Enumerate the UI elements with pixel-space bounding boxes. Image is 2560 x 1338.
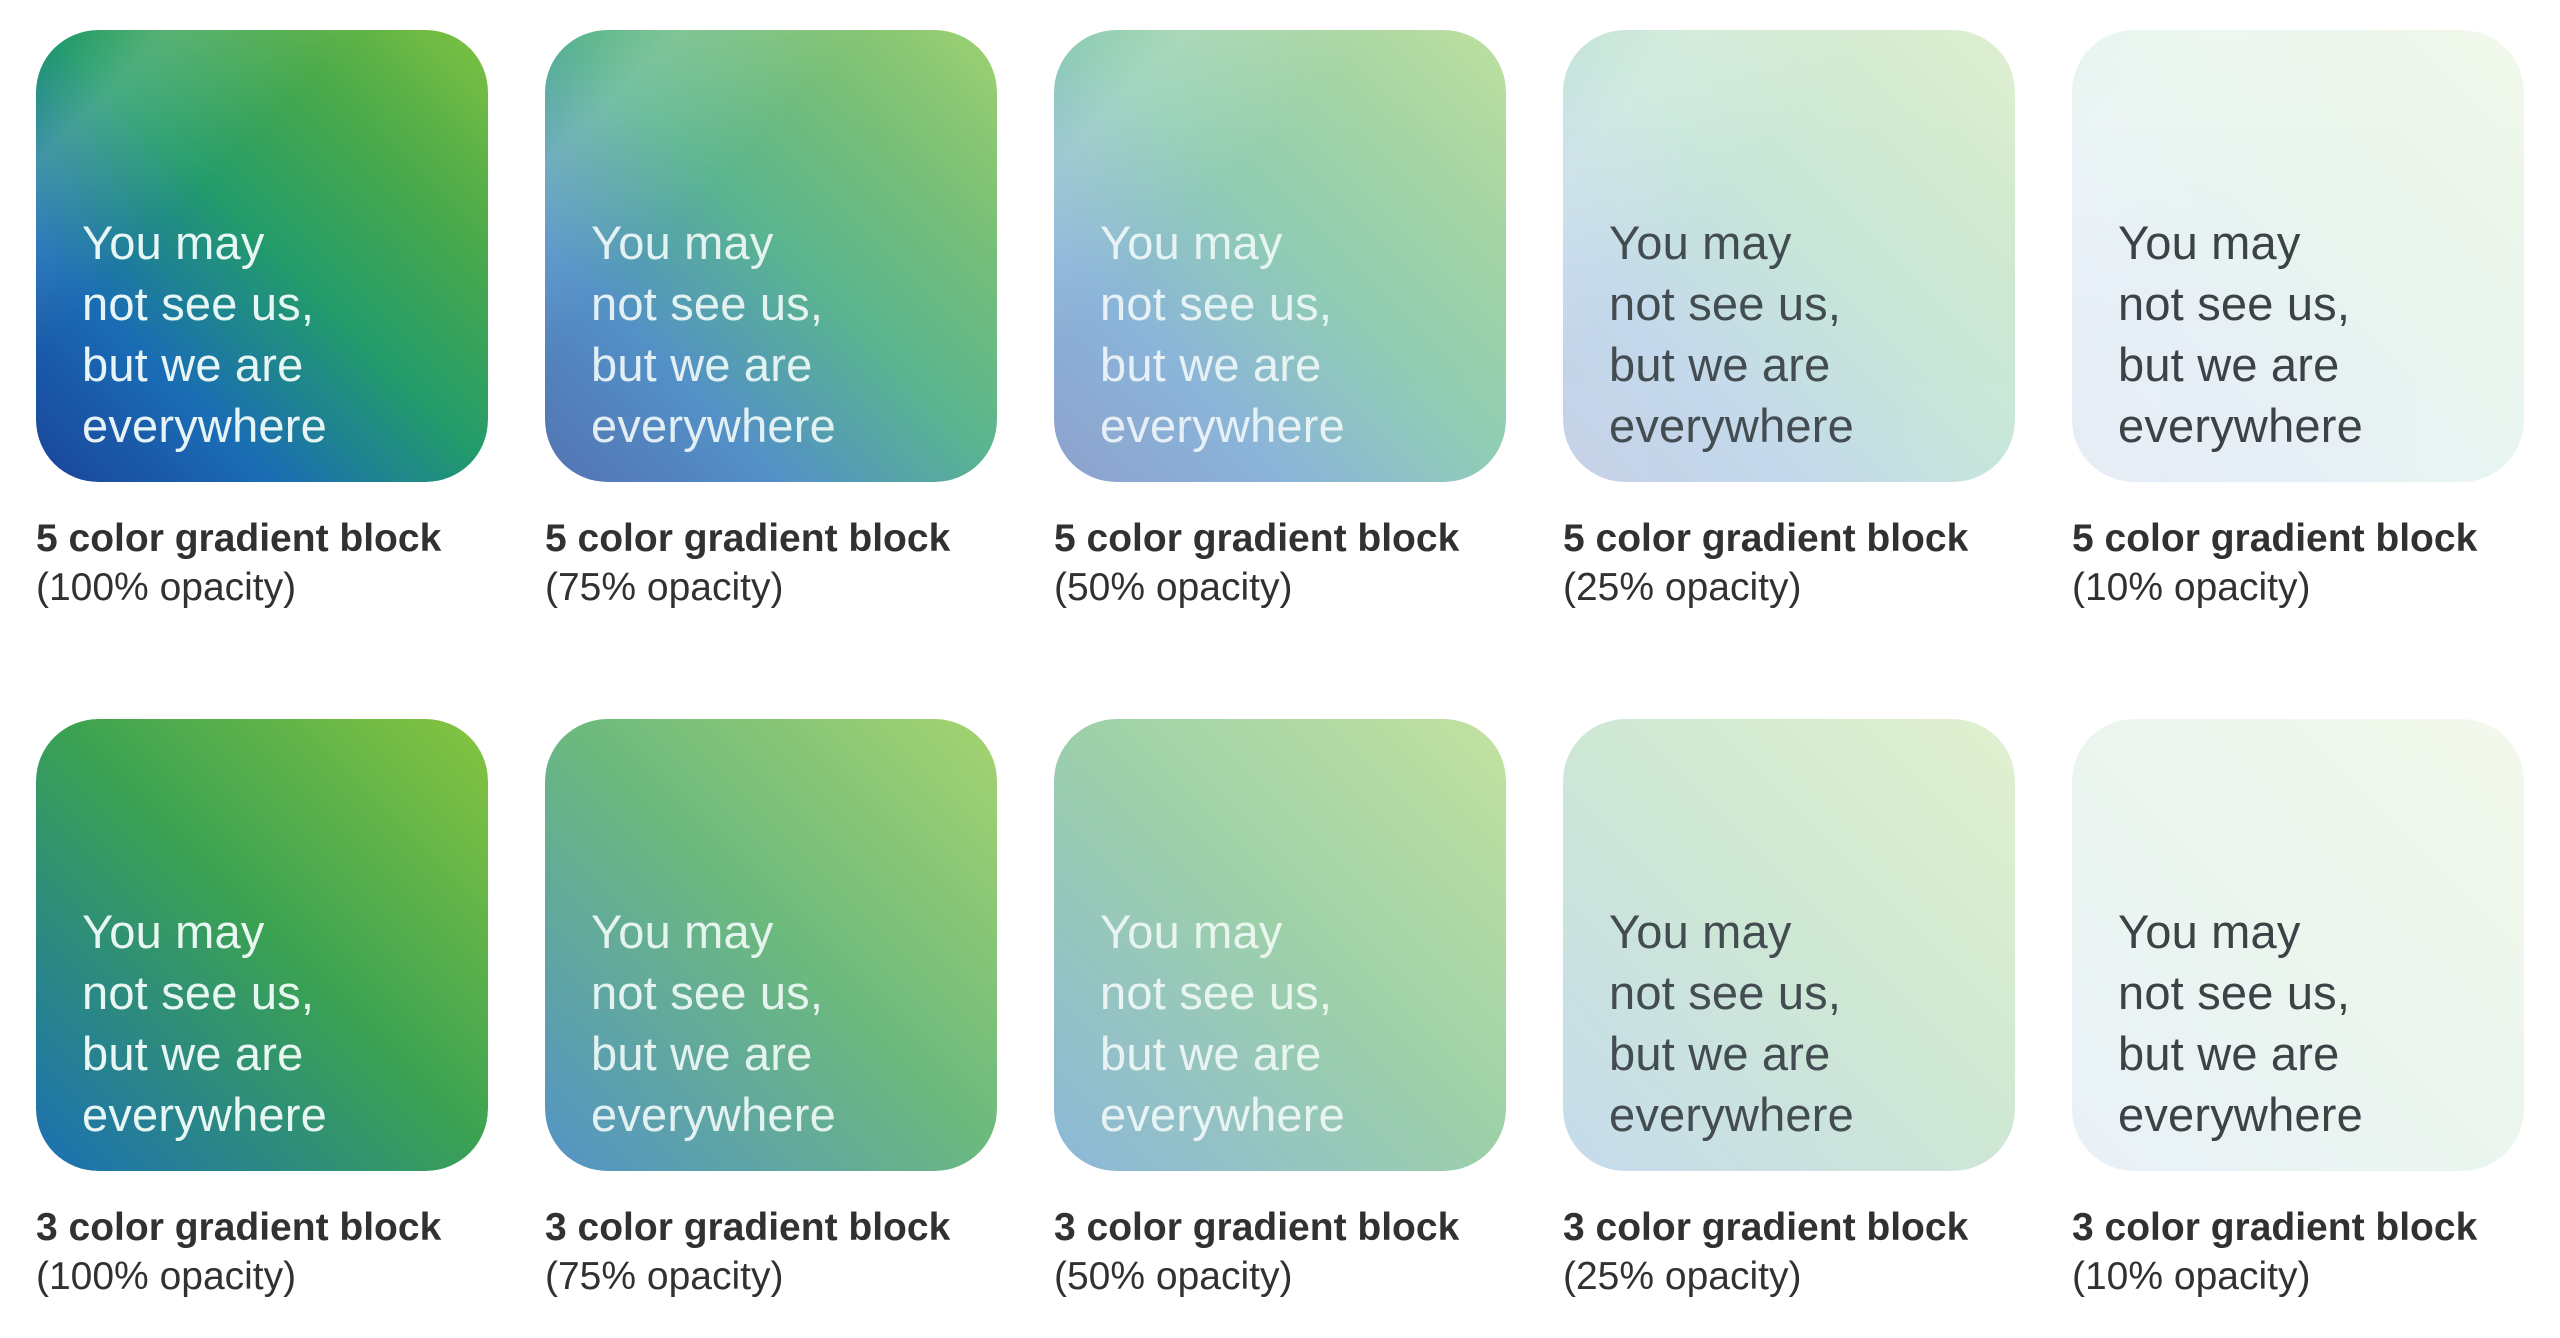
card-five-100: You may not see us, but we are everywher… xyxy=(36,30,488,612)
caption-title: 3 color gradient block xyxy=(2072,1206,2478,1249)
caption-title: 5 color gradient block xyxy=(545,517,951,560)
caption-opacity: (75% opacity) xyxy=(545,1255,784,1298)
three-color-gradient-swatch-50: You may not see us, but we are everywher… xyxy=(1054,719,1506,1171)
card-five-50: You may not see us, but we are everywher… xyxy=(1054,30,1506,612)
five-color-gradient-swatch-25: You may not see us, but we are everywher… xyxy=(1563,30,2015,482)
caption-title: 3 color gradient block xyxy=(1563,1206,1969,1249)
five-color-gradient-swatch-10: You may not see us, but we are everywher… xyxy=(2072,30,2524,482)
overlay-quote: You may not see us, but we are everywher… xyxy=(2118,216,2363,452)
overlay-quote: You may not see us, but we are everywher… xyxy=(82,216,327,452)
three-color-gradient-swatch-25: You may not see us, but we are everywher… xyxy=(1563,719,2015,1171)
overlay-quote: You may not see us, but we are everywher… xyxy=(1609,216,1854,452)
card-caption: 5 color gradient block (10% opacity) xyxy=(2072,514,2524,612)
card-five-10: You may not see us, but we are everywher… xyxy=(2072,30,2524,612)
card-three-25: You may not see us, but we are everywher… xyxy=(1563,719,2015,1301)
caption-title: 5 color gradient block xyxy=(2072,517,2478,560)
caption-opacity: (100% opacity) xyxy=(36,566,297,609)
card-caption: 5 color gradient block (100% opacity) xyxy=(36,514,488,612)
overlay-quote: You may not see us, but we are everywher… xyxy=(1609,905,1854,1141)
caption-title: 3 color gradient block xyxy=(1054,1206,1460,1249)
card-five-25: You may not see us, but we are everywher… xyxy=(1563,30,2015,612)
card-three-50: You may not see us, but we are everywher… xyxy=(1054,719,1506,1301)
overlay-quote: You may not see us, but we are everywher… xyxy=(591,905,836,1141)
overlay-quote: You may not see us, but we are everywher… xyxy=(1100,905,1345,1141)
overlay-quote: You may not see us, but we are everywher… xyxy=(82,905,327,1141)
caption-opacity: (50% opacity) xyxy=(1054,566,1293,609)
card-caption: 3 color gradient block (50% opacity) xyxy=(1054,1203,1506,1301)
three-color-gradient-swatch-10: You may not see us, but we are everywher… xyxy=(2072,719,2524,1171)
card-caption: 3 color gradient block (10% opacity) xyxy=(2072,1203,2524,1301)
card-five-75: You may not see us, but we are everywher… xyxy=(545,30,997,612)
card-caption: 5 color gradient block (75% opacity) xyxy=(545,514,997,612)
card-caption: 3 color gradient block (25% opacity) xyxy=(1563,1203,2015,1301)
overlay-quote: You may not see us, but we are everywher… xyxy=(1100,216,1345,452)
card-caption: 3 color gradient block (75% opacity) xyxy=(545,1203,997,1301)
caption-title: 3 color gradient block xyxy=(545,1206,951,1249)
three-color-gradient-swatch-100: You may not see us, but we are everywher… xyxy=(36,719,488,1171)
caption-opacity: (75% opacity) xyxy=(545,566,784,609)
three-color-gradient-swatch-75: You may not see us, but we are everywher… xyxy=(545,719,997,1171)
caption-opacity: (50% opacity) xyxy=(1054,1255,1293,1298)
card-three-10: You may not see us, but we are everywher… xyxy=(2072,719,2524,1301)
caption-opacity: (10% opacity) xyxy=(2072,566,2311,609)
caption-opacity: (100% opacity) xyxy=(36,1255,297,1298)
caption-opacity: (25% opacity) xyxy=(1563,1255,1802,1298)
five-color-gradient-swatch-50: You may not see us, but we are everywher… xyxy=(1054,30,1506,482)
card-three-100: You may not see us, but we are everywher… xyxy=(36,719,488,1301)
card-caption: 5 color gradient block (25% opacity) xyxy=(1563,514,2015,612)
card-caption: 5 color gradient block (50% opacity) xyxy=(1054,514,1506,612)
caption-opacity: (25% opacity) xyxy=(1563,566,1802,609)
overlay-quote: You may not see us, but we are everywher… xyxy=(2118,905,2363,1141)
card-three-75: You may not see us, but we are everywher… xyxy=(545,719,997,1301)
overlay-quote: You may not see us, but we are everywher… xyxy=(591,216,836,452)
card-caption: 3 color gradient block (100% opacity) xyxy=(36,1203,488,1301)
caption-title: 5 color gradient block xyxy=(36,517,442,560)
five-color-gradient-swatch-100: You may not see us, but we are everywher… xyxy=(36,30,488,482)
five-color-gradient-swatch-75: You may not see us, but we are everywher… xyxy=(545,30,997,482)
caption-title: 5 color gradient block xyxy=(1054,517,1460,560)
caption-title: 5 color gradient block xyxy=(1563,517,1969,560)
caption-opacity: (10% opacity) xyxy=(2072,1255,2311,1298)
caption-title: 3 color gradient block xyxy=(36,1206,442,1249)
